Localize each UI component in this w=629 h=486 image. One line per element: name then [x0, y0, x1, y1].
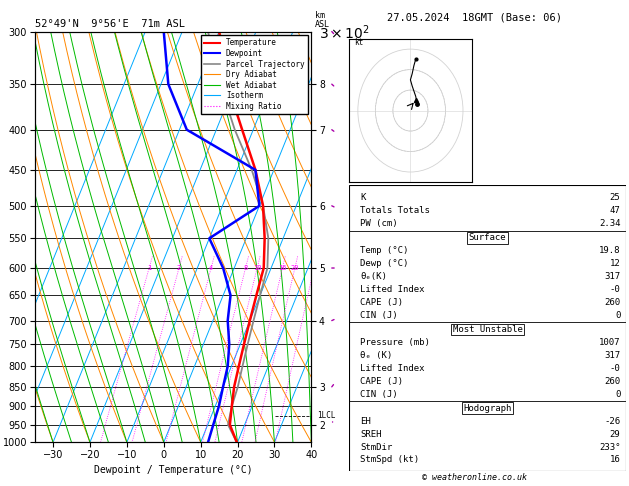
- Text: Lifted Index: Lifted Index: [360, 285, 425, 294]
- Text: CAPE (J): CAPE (J): [360, 377, 403, 385]
- Text: 0: 0: [615, 389, 620, 399]
- Text: 12: 12: [610, 259, 620, 268]
- Text: θₑ(K): θₑ(K): [360, 272, 387, 281]
- Text: SREH: SREH: [360, 430, 382, 439]
- Text: 20: 20: [291, 265, 299, 271]
- Text: -0: -0: [610, 364, 620, 373]
- Text: 1LCL: 1LCL: [317, 411, 335, 420]
- Text: θₑ (K): θₑ (K): [360, 351, 392, 360]
- Text: 52°49'N  9°56'E  71m ASL: 52°49'N 9°56'E 71m ASL: [35, 19, 184, 30]
- Text: 2: 2: [177, 265, 181, 271]
- Text: 317: 317: [604, 272, 620, 281]
- Text: 260: 260: [604, 298, 620, 307]
- Text: CIN (J): CIN (J): [360, 389, 398, 399]
- Text: 4: 4: [209, 265, 213, 271]
- Text: K: K: [360, 193, 365, 202]
- Text: km
ASL: km ASL: [314, 11, 330, 29]
- Text: 8: 8: [243, 265, 247, 271]
- Legend: Temperature, Dewpoint, Parcel Trajectory, Dry Adiabat, Wet Adiabat, Isotherm, Mi: Temperature, Dewpoint, Parcel Trajectory…: [201, 35, 308, 114]
- Text: -26: -26: [604, 417, 620, 426]
- Text: Pressure (mb): Pressure (mb): [360, 338, 430, 347]
- Text: 47: 47: [610, 206, 620, 215]
- Text: 1: 1: [147, 265, 151, 271]
- Text: Hodograph: Hodograph: [464, 404, 511, 413]
- Text: StmDir: StmDir: [360, 443, 392, 451]
- Text: CIN (J): CIN (J): [360, 311, 398, 320]
- Text: 19.8: 19.8: [599, 246, 620, 255]
- Text: -0: -0: [610, 285, 620, 294]
- Text: 10: 10: [253, 265, 261, 271]
- Text: CAPE (J): CAPE (J): [360, 298, 403, 307]
- Text: 2.34: 2.34: [599, 219, 620, 228]
- Text: © weatheronline.co.uk: © weatheronline.co.uk: [423, 473, 527, 482]
- Text: StmSpd (kt): StmSpd (kt): [360, 455, 420, 465]
- Text: 16: 16: [278, 265, 287, 271]
- Text: Dewp (°C): Dewp (°C): [360, 259, 409, 268]
- Text: Totals Totals: Totals Totals: [360, 206, 430, 215]
- Text: Surface: Surface: [469, 233, 506, 242]
- Text: EH: EH: [360, 417, 371, 426]
- Text: 16: 16: [610, 455, 620, 465]
- Text: Temp (°C): Temp (°C): [360, 246, 409, 255]
- Text: 29: 29: [610, 430, 620, 439]
- Text: Lifted Index: Lifted Index: [360, 364, 425, 373]
- Text: PW (cm): PW (cm): [360, 219, 398, 228]
- Text: 1007: 1007: [599, 338, 620, 347]
- Text: 27.05.2024  18GMT (Base: 06): 27.05.2024 18GMT (Base: 06): [387, 12, 562, 22]
- Text: 317: 317: [604, 351, 620, 360]
- Text: kt: kt: [354, 38, 364, 47]
- Text: 25: 25: [610, 193, 620, 202]
- X-axis label: Dewpoint / Temperature (°C): Dewpoint / Temperature (°C): [94, 466, 252, 475]
- Text: Most Unstable: Most Unstable: [452, 325, 523, 334]
- Text: 260: 260: [604, 377, 620, 385]
- Text: 233°: 233°: [599, 443, 620, 451]
- Text: 0: 0: [615, 311, 620, 320]
